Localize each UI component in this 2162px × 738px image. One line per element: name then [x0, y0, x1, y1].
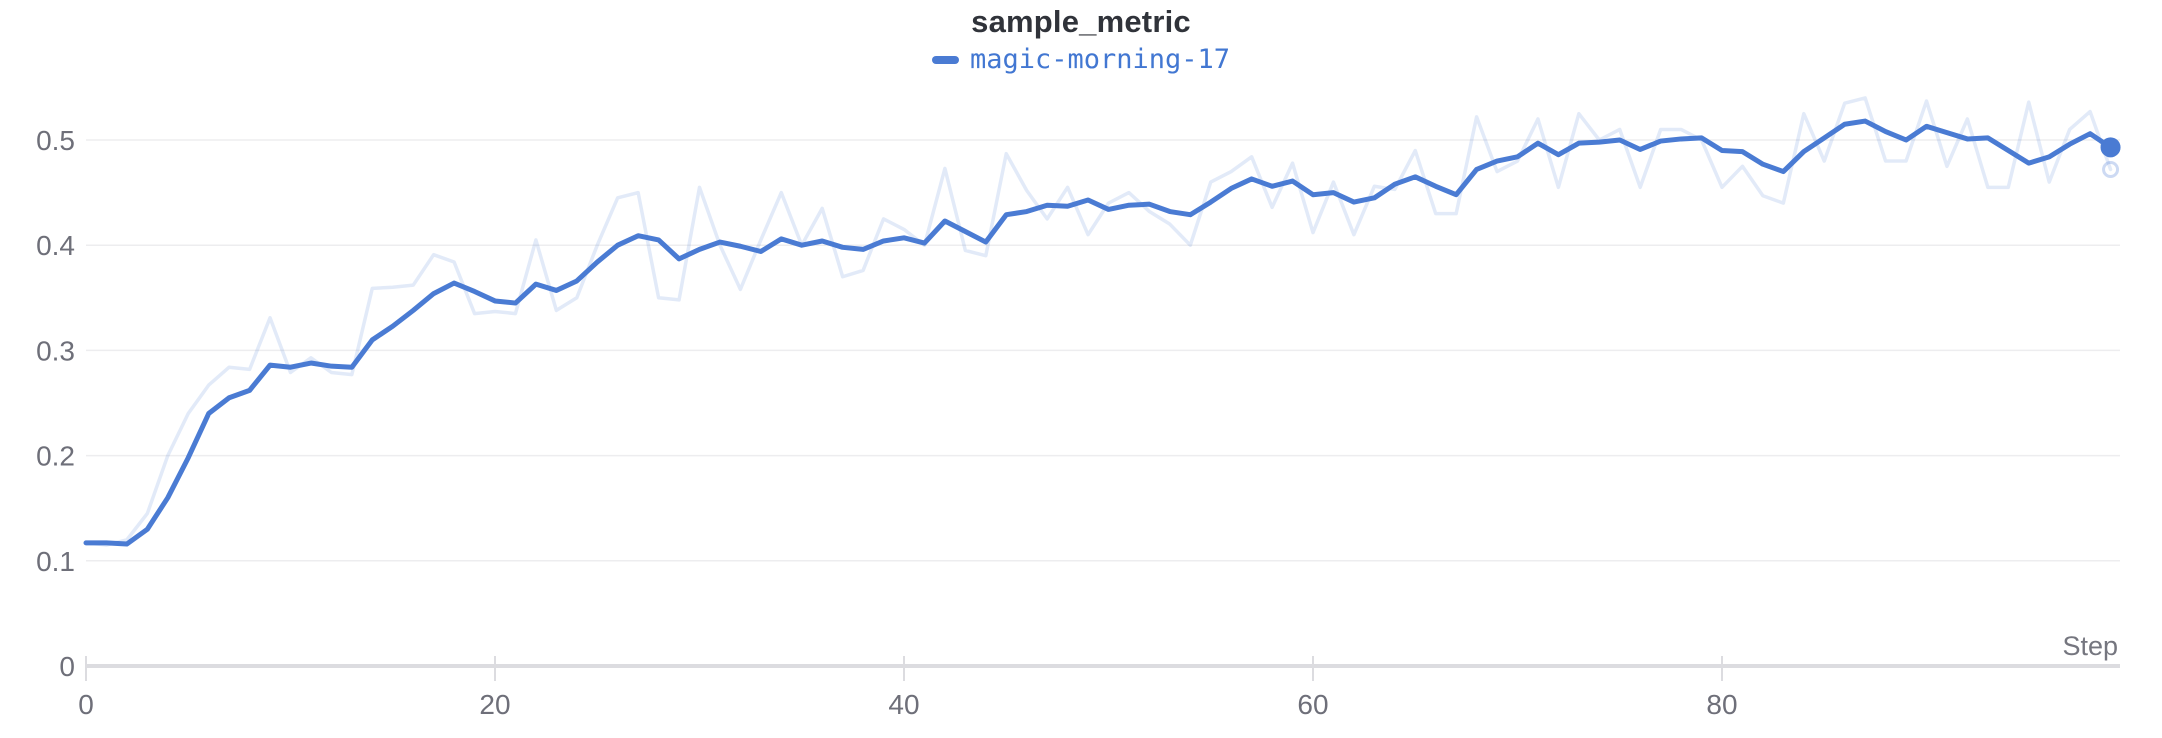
y-tick-label: 0.3: [36, 335, 75, 366]
y-tick-label: 0: [59, 651, 75, 682]
x-tick-label: 20: [479, 689, 510, 720]
x-tick-label: 60: [1297, 689, 1328, 720]
legend-swatch-icon: [931, 55, 959, 64]
y-tick-label: 0.4: [36, 230, 75, 261]
smoothed-series-line: [83, 118, 2114, 547]
legend-item-run[interactable]: magic-morning-17: [931, 44, 1231, 75]
y-tick-label: 0.1: [36, 546, 75, 577]
chart-title: sample_metric: [971, 4, 1191, 39]
series-end-dot: [2100, 137, 2121, 158]
x-axis-label: Step: [2062, 631, 2118, 661]
y-tick-label: 0.2: [36, 441, 75, 472]
raw-series-end-ring: [2102, 160, 2120, 178]
y-tick-label: 0.5: [36, 125, 75, 156]
legend-run-name: magic-morning-17: [969, 44, 1231, 75]
x-tick-label: 40: [888, 689, 919, 720]
raw-series-line: [84, 96, 2113, 547]
chart-legend: magic-morning-17: [0, 46, 2162, 73]
x-tick-label: 0: [78, 689, 94, 720]
x-tick-label: 80: [1706, 689, 1737, 720]
